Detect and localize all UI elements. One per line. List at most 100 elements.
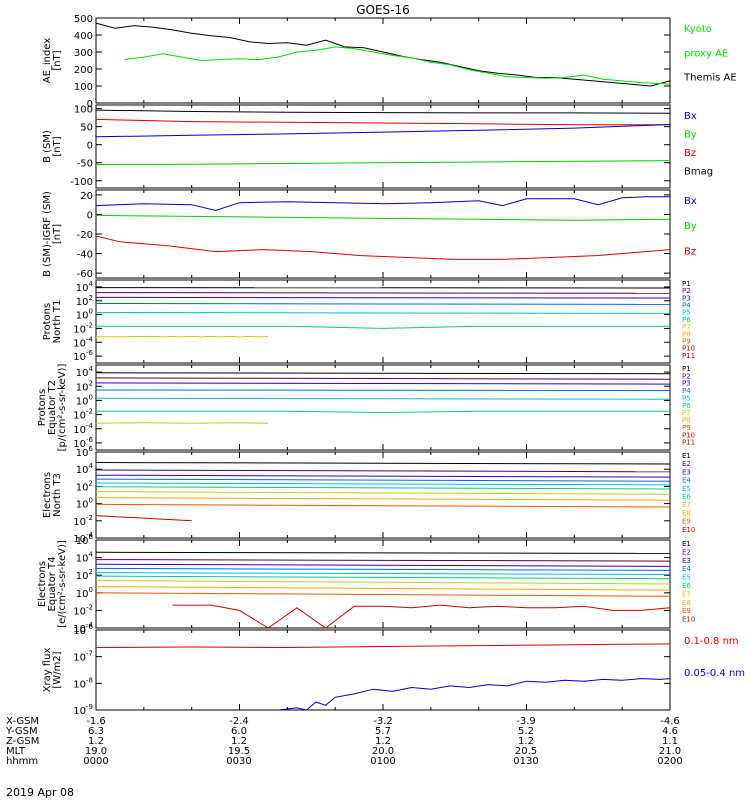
legend: Bx By Bz Bmag xyxy=(684,111,713,177)
y-axis-label: Xray flux xyxy=(42,648,53,693)
y-tick-label: -50 xyxy=(77,159,93,170)
legend-entry: E7 xyxy=(682,501,691,509)
legend-entry: E9 xyxy=(682,518,691,526)
series-0.1-0.8-nm xyxy=(95,643,671,649)
footer-value: 6.3 xyxy=(88,726,104,737)
footer-value: 19.0 xyxy=(85,746,107,757)
y-tick-label: 106 xyxy=(76,445,94,459)
footer-value: -4.6 xyxy=(660,716,680,727)
legend-entry: Bz xyxy=(684,148,696,159)
footer-value: -3.9 xyxy=(516,716,536,727)
footer-value: 1.2 xyxy=(518,736,534,747)
series-e4 xyxy=(95,567,671,571)
y-axis-label: [nT] xyxy=(52,224,63,244)
y-tick-label: 400 xyxy=(74,31,93,42)
series-e4 xyxy=(95,478,671,482)
panel-ae: 0 100 200 300 400 500 AE_index [nT] Kyoto proxy A… xyxy=(42,14,737,110)
footer-value: 1.2 xyxy=(88,736,104,747)
series-e6 xyxy=(95,575,671,580)
legend-entry: P8 xyxy=(682,417,691,425)
legend-entry: E9 xyxy=(682,607,691,615)
y-tick-label: 104 xyxy=(76,365,94,379)
series-bx xyxy=(95,196,670,212)
y-tick-label: -60 xyxy=(77,269,93,280)
panel-e_t4: 106 104 102 100 10-2 10-4 Electrons Equator T4[… xyxy=(37,533,695,635)
y-axis-label: Electrons xyxy=(37,561,48,607)
y-tick-label: 104 xyxy=(76,551,94,565)
footer-value: -3.2 xyxy=(373,716,393,727)
series-e8 xyxy=(95,586,671,591)
legend-entry: P6 xyxy=(682,402,691,410)
footer-row-label: X-GSM xyxy=(6,716,39,727)
series-e3 xyxy=(95,474,671,478)
y-tick-label: 10-2 xyxy=(73,603,93,617)
series-bz xyxy=(95,235,671,260)
footer-value: 1.2 xyxy=(375,736,391,747)
legend-entry: P4 xyxy=(682,302,691,310)
series-themis-ae xyxy=(95,22,671,87)
y-tick-label: -100 xyxy=(70,177,93,188)
y-tick-label: 200 xyxy=(74,65,93,76)
series-bz xyxy=(95,118,670,126)
y-tick-label: 10-7 xyxy=(73,650,93,664)
panel-xray: 10-6 10-7 10-8 10-9 Xray flux [W/m2] 0.1-0.8 n… xyxy=(42,623,745,717)
footer-value: 21.0 xyxy=(659,746,681,757)
series-e6 xyxy=(95,486,671,490)
series-bx xyxy=(95,124,671,138)
legend-entry: E3 xyxy=(682,468,691,476)
legend-entry: P2 xyxy=(682,287,691,295)
legend-entry: Kyoto xyxy=(684,24,712,35)
y-tick-label: 100 xyxy=(74,105,93,116)
legend-entry: E8 xyxy=(682,599,691,607)
series-e5 xyxy=(95,482,671,486)
series-e2 xyxy=(95,469,671,473)
plot-title: GOES-16 xyxy=(356,3,410,17)
y-tick-label: -20 xyxy=(77,230,93,241)
y-tick-label: 10-2 xyxy=(73,514,93,528)
legend-entry: P9 xyxy=(682,337,691,345)
series-p6 xyxy=(96,410,670,414)
y-tick-label: 100 xyxy=(76,497,93,511)
y-tick-label: -40 xyxy=(77,250,93,261)
y-tick-label: 10-4 xyxy=(73,422,93,436)
legend-entry: P11 xyxy=(682,352,695,360)
legend-entry: E5 xyxy=(682,485,691,493)
y-tick-label: 10-6 xyxy=(73,436,93,450)
legend-entry: E2 xyxy=(682,548,691,556)
series-p2 xyxy=(95,377,671,380)
legend-entry: P1 xyxy=(682,280,691,288)
series-e10 xyxy=(172,604,671,629)
footer-value: 19.5 xyxy=(228,746,250,757)
legend-entry: E4 xyxy=(682,477,691,485)
legend-entry: Bz xyxy=(684,246,696,257)
legend-entry: P11 xyxy=(682,439,695,447)
series-p4 xyxy=(95,389,671,391)
y-tick-label: 102 xyxy=(76,568,93,582)
footer-value: 0000 xyxy=(83,756,108,767)
y-axis-label: Protons xyxy=(42,303,53,340)
y-axis-label: North T3 xyxy=(52,473,63,517)
legend-entry: proxy AE xyxy=(684,48,728,59)
y-axis-label: [nT] xyxy=(52,136,63,156)
y-axis-label: North T1 xyxy=(52,300,63,344)
footer-value: -1.6 xyxy=(86,716,106,727)
series-e1 xyxy=(95,462,671,465)
footer-row-label: Y-GSM xyxy=(5,726,38,737)
legend-entry: E7 xyxy=(682,590,691,598)
y-tick-label: 100 xyxy=(76,308,93,322)
footer-value: 20.0 xyxy=(372,746,394,757)
y-tick-label: 10-4 xyxy=(73,335,93,349)
legend-entry: E10 xyxy=(682,526,695,534)
y-tick-label: 106 xyxy=(76,533,94,547)
legend-entry: 0.1-0.8 nm xyxy=(684,636,739,647)
footer-value: 0100 xyxy=(370,756,395,767)
y-tick-label: 10-6 xyxy=(73,349,93,363)
legend-entry: P10 xyxy=(682,345,695,353)
y-tick-label: 104 xyxy=(76,280,94,294)
y-tick-label: 0 xyxy=(87,210,93,221)
